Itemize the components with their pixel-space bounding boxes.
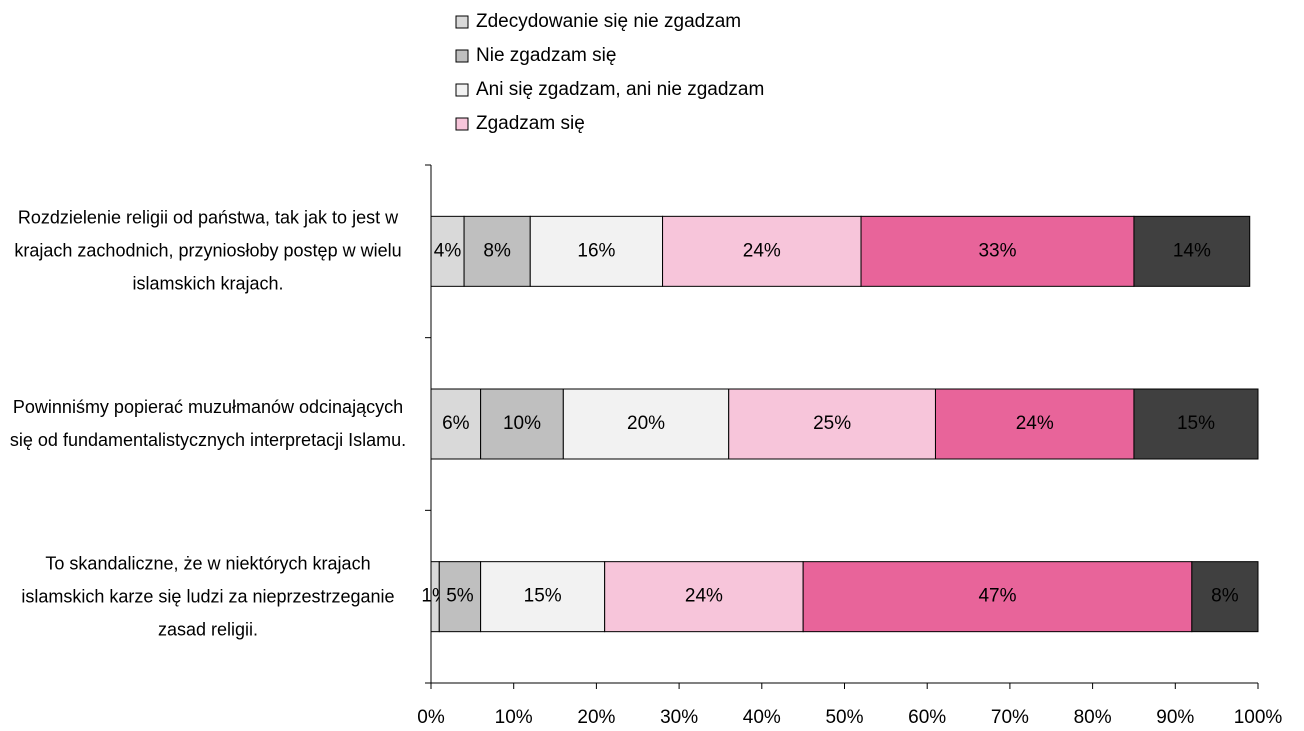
legend-label: Ani się zgadzam, ani nie zgadzam	[476, 79, 764, 100]
bar-segment	[728, 388, 936, 460]
legend-swatch	[455, 117, 469, 131]
bar-segment	[604, 561, 804, 633]
bar-segment	[562, 388, 730, 460]
x-tick-label: 10%	[495, 707, 533, 728]
category-label: Powinniśmy popierać muzułmanów odcinając…	[9, 397, 407, 450]
x-tick-label: 80%	[1074, 707, 1112, 728]
data-label: 8%	[1211, 586, 1239, 607]
bar-segment	[463, 215, 531, 287]
bar-segment	[662, 215, 862, 287]
bar-segment	[802, 561, 1193, 633]
legend-label: Zgadzam się	[476, 113, 585, 134]
bar-segment	[934, 388, 1135, 460]
x-tick-label: 0%	[417, 707, 445, 728]
legend-label: Zdecydowanie się nie zgadzam	[476, 11, 741, 32]
category-label: To skandaliczne, że w niektórych krajach…	[21, 553, 395, 640]
bar-segment	[1133, 388, 1259, 460]
data-label: 4%	[434, 240, 462, 261]
data-label: 25%	[813, 413, 851, 434]
x-tick-label: 70%	[991, 707, 1029, 728]
x-tick-label: 50%	[825, 707, 863, 728]
bar-segment	[438, 561, 482, 633]
data-label: 24%	[1016, 413, 1054, 434]
data-label: 8%	[483, 240, 511, 261]
x-tick-label: 100%	[1234, 707, 1283, 728]
data-label: 14%	[1173, 240, 1211, 261]
category-label: Rozdzielenie religii od państwa, tak jak…	[14, 207, 402, 294]
legend-swatch	[455, 15, 469, 29]
data-label: 6%	[442, 413, 470, 434]
data-label: 10%	[503, 413, 541, 434]
bar-segment	[1133, 215, 1251, 287]
legend-swatch	[455, 83, 469, 97]
data-label: 47%	[978, 586, 1016, 607]
x-tick-label: 90%	[1156, 707, 1194, 728]
x-tick-label: 60%	[908, 707, 946, 728]
data-label: 5%	[446, 586, 474, 607]
data-label: 33%	[978, 240, 1016, 261]
x-tick-label: 30%	[660, 707, 698, 728]
data-label: 20%	[627, 413, 665, 434]
data-label: 24%	[743, 240, 781, 261]
bar-segment	[1191, 561, 1259, 633]
data-label: 24%	[685, 586, 723, 607]
bar-segment	[860, 215, 1135, 287]
bar-segment	[480, 561, 606, 633]
bar-segment	[529, 215, 664, 287]
legend-swatch	[455, 49, 469, 63]
x-tick-label: 40%	[743, 707, 781, 728]
data-label: 15%	[1177, 413, 1215, 434]
data-label: 16%	[577, 240, 615, 261]
x-tick-label: 20%	[577, 707, 615, 728]
legend-label: Nie zgadzam się	[476, 45, 616, 66]
data-label: 15%	[524, 586, 562, 607]
bar-segment	[480, 388, 564, 460]
